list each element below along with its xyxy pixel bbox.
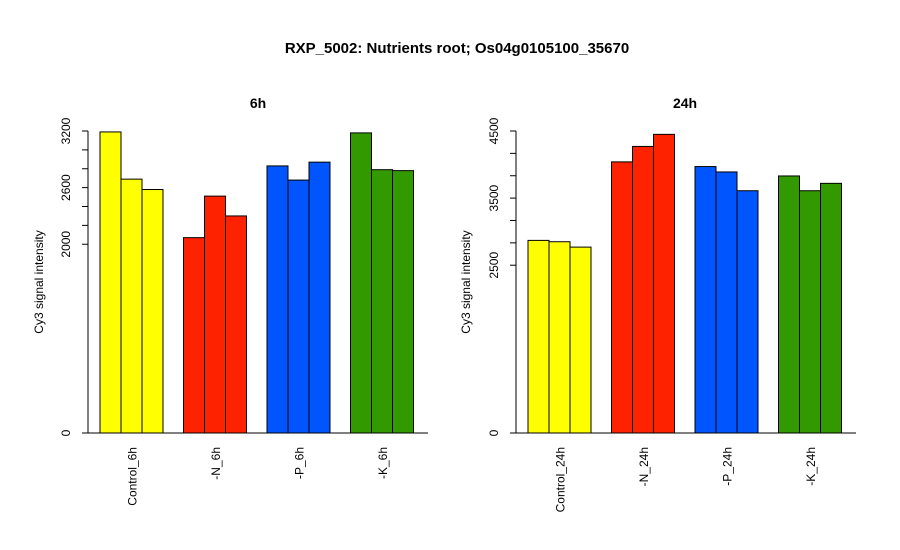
- x-tick-label: -P_6h: [293, 447, 307, 479]
- y-tick-label: 3200: [59, 117, 73, 144]
- y-tick-label: 0: [487, 429, 501, 436]
- bar--N_24h-3: [653, 133, 675, 434]
- bar--P_24h-1: [694, 166, 717, 434]
- y-tick-label: 0: [59, 429, 73, 436]
- chart-main-title: RXP_5002: Nutrients root; Os04g0105100_3…: [285, 40, 629, 57]
- bar--P_6h-3: [308, 161, 331, 434]
- bar--K_6h-3: [392, 170, 414, 434]
- x-tick-label: -N_24h: [637, 447, 651, 486]
- bar--N_24h-2: [632, 145, 654, 434]
- bar--K_24h-2: [799, 190, 821, 434]
- bar--P_24h-2: [715, 171, 738, 434]
- panel-title: 6h: [250, 95, 266, 111]
- bar--N_6h-2: [204, 195, 226, 434]
- x-tick-label: -N_6h: [209, 447, 223, 480]
- chart-panel-2: 24h Cy3 signal intensity 0 2500 3500 4500 Cont…: [459, 95, 856, 512]
- y-axis-label: Cy3 signal intensity: [459, 230, 473, 333]
- y-tick-label: 2000: [59, 231, 73, 258]
- y-tick-label: 2600: [59, 174, 73, 201]
- y-tick-label: 2500: [487, 252, 501, 279]
- bar--K_24h-3: [820, 182, 842, 434]
- bar--P_6h-1: [266, 165, 289, 434]
- bar--N_6h-1: [183, 237, 205, 434]
- y-axis-label: Cy3 signal intensity: [32, 230, 46, 333]
- bar-Control_24h-2: [548, 241, 571, 434]
- x-tick-label: -K_6h: [376, 447, 390, 479]
- bar-Control_6h-2: [120, 178, 143, 434]
- bar--K_6h-2: [371, 169, 393, 434]
- panel-title: 24h: [673, 95, 697, 111]
- x-tick-label: -K_24h: [804, 447, 818, 486]
- bar--P_6h-2: [287, 179, 310, 434]
- y-tick-label: 4500: [487, 117, 501, 144]
- x-tick-label: Control_24h: [554, 447, 568, 512]
- bar-Control_6h-1: [99, 131, 122, 434]
- bar-Control_24h-1: [527, 239, 550, 434]
- bar-Control_24h-3: [569, 246, 592, 434]
- chart-panel-1: 6h Cy3 signal intensity 0 2000 2600 3200 Contr…: [32, 95, 428, 506]
- bar-Control_6h-3: [141, 189, 164, 434]
- bar--N_24h-1: [611, 161, 633, 434]
- bar--N_6h-3: [225, 215, 247, 434]
- x-tick-label: Control_6h: [126, 447, 140, 506]
- y-tick-label: 3500: [487, 184, 501, 211]
- bar--K_6h-1: [350, 132, 372, 434]
- x-tick-label: -P_24h: [721, 447, 735, 486]
- bar--K_24h-1: [778, 175, 800, 434]
- bar--P_24h-3: [736, 190, 759, 434]
